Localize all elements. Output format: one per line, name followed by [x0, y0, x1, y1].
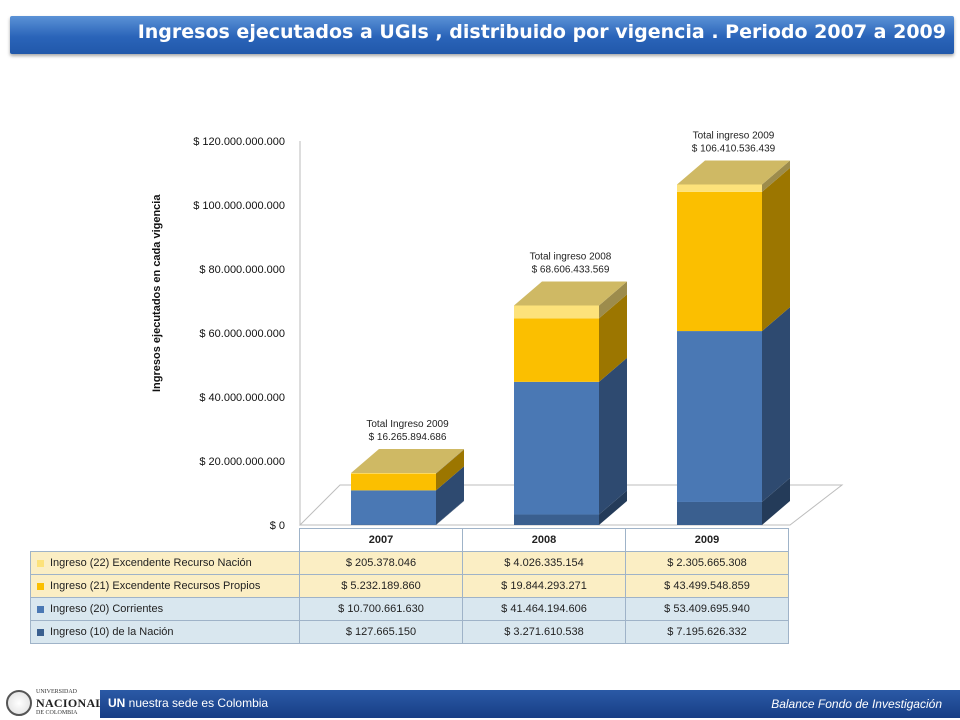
table-cell: $ 19.844.293.271 [462, 574, 626, 598]
total-label: Total ingreso 2008 [530, 251, 612, 262]
bar-segment-side [599, 294, 627, 382]
bar-top [514, 281, 627, 306]
total-label: Total ingreso 2009 [693, 130, 775, 141]
legend-label: Ingreso (20) Corrientes [30, 597, 300, 621]
bar-segment-side [436, 500, 464, 525]
legend-label: Ingreso (21) Excendente Recursos Propios [30, 574, 300, 598]
bar-segment [514, 305, 599, 319]
legend-label: Ingreso (10) de la Nación [30, 620, 300, 644]
series-name: Ingreso (22) Excendente Recurso Nación [50, 557, 252, 569]
logo-text: UNIVERSIDAD [36, 689, 77, 695]
bar-top [351, 448, 464, 473]
bar-segment [514, 514, 599, 525]
y-tick-label: $ 60.000.000.000 [199, 328, 285, 340]
data-table: 2007 2008 2009 Ingreso (22) Excendente R… [30, 528, 789, 644]
table-header-row: 2007 2008 2009 [31, 528, 789, 552]
table-cell: $ 5.232.189.860 [299, 574, 463, 598]
bar-segment [677, 331, 762, 502]
legend-swatch [37, 628, 44, 636]
footer-un: UN [108, 696, 126, 710]
bar-segment-side [762, 167, 790, 332]
table-header-year: 2009 [625, 528, 789, 552]
series-name: Ingreso (10) de la Nación [50, 626, 174, 638]
table-header-year: 2007 [299, 528, 463, 552]
title-bar: Ingresos ejecutados a UGIs , distribuido… [10, 16, 954, 54]
legend-swatch [37, 605, 44, 613]
footer: UNIVERSIDAD NACIONAL DE COLOMBIA UN nues… [0, 688, 960, 720]
bar-segment-side [599, 490, 627, 525]
footer-caption: Balance Fondo de Investigación [771, 697, 942, 711]
y-tick-label: $ 20.000.000.000 [199, 456, 285, 468]
y-tick-label: $ 120.000.000.000 [193, 136, 285, 148]
bar-segment [514, 381, 599, 515]
bar-segment [677, 501, 762, 525]
table-cell: $ 43.499.548.859 [625, 574, 789, 598]
footer-slogan-text: nuestra sede es Colombia [125, 696, 269, 710]
table-row: Ingreso (10) de la Nación $ 127.665.150 … [30, 620, 789, 644]
table-header-year: 2008 [462, 528, 626, 552]
table-cell: $ 127.665.150 [299, 620, 463, 644]
table-cell: $ 7.195.626.332 [625, 620, 789, 644]
series-name: Ingreso (21) Excendente Recursos Propios [50, 580, 261, 592]
table-cell: $ 205.378.046 [299, 551, 463, 575]
series-name: Ingreso (20) Corrientes [50, 603, 164, 615]
table-row: Ingreso (22) Excendente Recurso Nación $… [30, 551, 789, 575]
bar-segment-side [436, 449, 464, 491]
table-corner [31, 529, 300, 552]
total-value: $ 68.606.433.569 [532, 264, 610, 275]
bar-segment-side [762, 477, 790, 525]
bar-segment [351, 473, 436, 491]
table-cell: $ 41.464.194.606 [462, 597, 626, 621]
logo-text: DE COLOMBIA [36, 710, 78, 716]
bar-segment-side [436, 466, 464, 525]
bar-segment [514, 318, 599, 382]
bar-segment-side [436, 448, 464, 474]
seal-icon [6, 690, 32, 716]
bar-segment-side [599, 281, 627, 319]
y-tick-label: $ 80.000.000.000 [199, 264, 285, 276]
y-axis-label: Ingresos ejecutados en cada vigencia [151, 194, 163, 392]
bar-segment-side [599, 357, 627, 515]
bar-segment-side [762, 160, 790, 192]
table-row: Ingreso (21) Excendente Recursos Propios… [30, 574, 789, 598]
bar-segment [351, 490, 436, 525]
table-row: Ingreso (20) Corrientes $ 10.700.661.630… [30, 597, 789, 621]
total-label: Total Ingreso 2009 [366, 419, 449, 430]
y-tick-label: $ 40.000.000.000 [199, 392, 285, 404]
y-tick-label: $ 0 [270, 520, 285, 532]
table-cell: $ 3.271.610.538 [462, 620, 626, 644]
total-value: $ 106.410.536.439 [692, 143, 776, 154]
logo-text: NACIONAL [36, 696, 104, 710]
legend-swatch [37, 582, 44, 590]
bar-top [677, 160, 790, 185]
bar-segment [677, 191, 762, 332]
table-cell: $ 2.305.665.308 [625, 551, 789, 575]
university-logo: UNIVERSIDAD NACIONAL DE COLOMBIA [4, 688, 103, 720]
bar-segment-side [762, 307, 790, 502]
table-cell: $ 4.026.335.154 [462, 551, 626, 575]
table-cell: $ 10.700.661.630 [299, 597, 463, 621]
table-cell: $ 53.409.695.940 [625, 597, 789, 621]
footer-slogan: UN nuestra sede es Colombia [108, 696, 268, 710]
footer-bar: UN nuestra sede es Colombia Balance Fond… [100, 690, 960, 718]
total-value: $ 16.265.894.686 [369, 432, 447, 443]
y-tick-label: $ 100.000.000.000 [193, 200, 285, 212]
bar-segment [677, 184, 762, 192]
legend-label: Ingreso (22) Excendente Recurso Nación [30, 551, 300, 575]
bar-segment [351, 472, 436, 474]
page-title: Ingresos ejecutados a UGIs , distribuido… [137, 21, 946, 43]
legend-swatch [37, 559, 44, 567]
